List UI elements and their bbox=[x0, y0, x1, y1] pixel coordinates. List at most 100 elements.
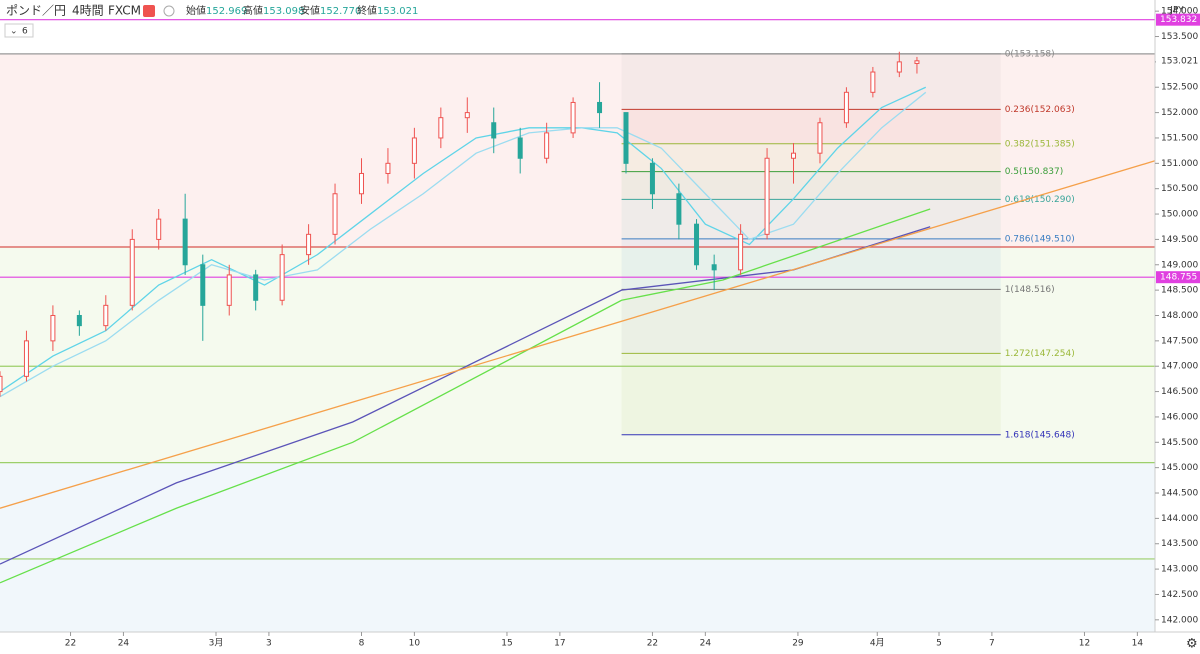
ohlc-label: 始値 bbox=[186, 4, 206, 17]
x-tick-label: 24 bbox=[118, 639, 130, 649]
indicator-line bbox=[0, 160, 1156, 509]
candle-body bbox=[597, 101, 603, 114]
candle-body bbox=[76, 314, 82, 327]
candle-body bbox=[676, 193, 682, 225]
candle-body bbox=[332, 193, 338, 235]
interval: 4時間 bbox=[72, 4, 104, 18]
settings-icon[interactable]: ⚙ bbox=[1186, 637, 1198, 652]
y-tick-label: 148.000 bbox=[1161, 311, 1198, 321]
x-tick-label: 3月 bbox=[209, 638, 224, 649]
candle-body bbox=[200, 264, 206, 306]
y-tick-label: 150.500 bbox=[1161, 184, 1198, 194]
fib-zone bbox=[621, 199, 1001, 239]
candle-body bbox=[0, 375, 3, 393]
x-tick-label: 12 bbox=[1079, 639, 1090, 649]
x-tick-label: 22 bbox=[647, 639, 658, 649]
candle-body bbox=[570, 101, 576, 134]
ohlc-label: 安値 bbox=[300, 4, 320, 17]
candle-body bbox=[649, 162, 655, 195]
x-tick-label: 3 bbox=[266, 639, 272, 649]
price-axis-bg bbox=[1155, 0, 1200, 654]
fib-zone bbox=[621, 143, 1001, 172]
y-tick-label: 148.500 bbox=[1161, 286, 1198, 296]
x-tick-label: 15 bbox=[501, 639, 512, 649]
y-tick-label: 143.500 bbox=[1161, 539, 1198, 549]
candle-body bbox=[438, 117, 444, 139]
candle-body bbox=[156, 218, 162, 240]
y-tick-label: 145.500 bbox=[1161, 438, 1198, 448]
ohlc-label: 高値 bbox=[243, 4, 263, 17]
fib-label: 0.618(150.290) bbox=[1005, 195, 1075, 205]
status-icon[interactable] bbox=[143, 5, 155, 17]
fib-label: 0(153.158) bbox=[1005, 49, 1055, 59]
currency: JPY bbox=[1169, 6, 1184, 16]
candle-body bbox=[544, 132, 550, 159]
y-tick-label: 147.500 bbox=[1161, 336, 1198, 346]
candle-body bbox=[385, 162, 391, 174]
fib-zone bbox=[621, 109, 1001, 144]
ohlc-value: 152.770 bbox=[320, 6, 361, 17]
candle-body bbox=[817, 122, 823, 154]
x-tick-label: 10 bbox=[409, 639, 421, 649]
y-tick-label: 146.500 bbox=[1161, 387, 1198, 397]
fib-label: 0.786(149.510) bbox=[1005, 234, 1075, 244]
x-tick-label: 4月 bbox=[870, 638, 885, 649]
x-tick-label: 14 bbox=[1132, 639, 1144, 649]
ohlc-value: 153.098 bbox=[263, 6, 304, 17]
candle-body bbox=[253, 274, 259, 301]
candle-body bbox=[764, 157, 770, 235]
candle-body bbox=[711, 264, 717, 271]
fib-zone bbox=[621, 53, 1001, 110]
fib-label: 1(148.516) bbox=[1005, 285, 1055, 295]
source: FXCM bbox=[108, 4, 141, 18]
x-tick-label: 29 bbox=[792, 639, 804, 649]
fib-label: 1.618(145.648) bbox=[1005, 430, 1075, 440]
candle-body bbox=[896, 61, 902, 73]
y-tick-label: 145.000 bbox=[1161, 463, 1198, 473]
last-price-label: 153.021 bbox=[1161, 56, 1198, 66]
candle-body bbox=[464, 112, 470, 119]
indicator-line bbox=[0, 91, 927, 398]
y-tick-label: 151.500 bbox=[1161, 133, 1198, 143]
x-tick-label: 8 bbox=[359, 639, 365, 649]
y-tick-label: 149.000 bbox=[1161, 260, 1198, 270]
x-tick-label: 5 bbox=[936, 639, 942, 649]
candle-body bbox=[411, 137, 417, 164]
ohlc-value: 152.969 bbox=[206, 6, 247, 17]
y-tick-label: 142.500 bbox=[1161, 590, 1198, 600]
indicator-line bbox=[0, 86, 927, 393]
hide-icon[interactable] bbox=[163, 5, 175, 17]
fib-label: 0.382(151.385) bbox=[1005, 139, 1075, 149]
price-tag-label: 148.755 bbox=[1160, 273, 1197, 283]
candle-body bbox=[226, 274, 232, 306]
y-tick-label: 142.000 bbox=[1161, 615, 1198, 625]
candle-body bbox=[491, 122, 497, 139]
fib-label: 0.5(150.837) bbox=[1005, 167, 1064, 177]
candle-body bbox=[279, 254, 285, 301]
y-tick-label: 144.000 bbox=[1161, 514, 1198, 524]
candle-body bbox=[694, 223, 700, 266]
symbol: ポンド／円 bbox=[6, 4, 66, 18]
indicator-line bbox=[0, 208, 931, 584]
price-tag bbox=[1156, 271, 1200, 284]
y-tick-label: 147.000 bbox=[1161, 362, 1198, 372]
indicator-toggle[interactable] bbox=[4, 23, 34, 38]
y-tick-label: 152.500 bbox=[1161, 83, 1198, 93]
y-tick-label: 151.000 bbox=[1161, 159, 1198, 169]
y-tick-label: 154.000 bbox=[1161, 7, 1198, 17]
candle-body bbox=[358, 172, 364, 195]
y-tick-label: 143.000 bbox=[1161, 565, 1198, 575]
y-tick-label: 152.000 bbox=[1161, 108, 1198, 118]
y-tick-label: 146.000 bbox=[1161, 412, 1198, 422]
y-tick-label: 150.000 bbox=[1161, 210, 1198, 220]
band bbox=[0, 247, 1155, 463]
candle-body bbox=[914, 60, 920, 64]
candle-body bbox=[517, 137, 523, 159]
x-tick-label: 24 bbox=[700, 639, 712, 649]
indicator-count: 6 bbox=[22, 27, 28, 37]
price-tag-label: 153.832 bbox=[1160, 15, 1197, 25]
price-tag bbox=[1156, 13, 1200, 26]
candle-body bbox=[623, 112, 629, 164]
indicator-chevron: ⌄ bbox=[10, 27, 18, 37]
